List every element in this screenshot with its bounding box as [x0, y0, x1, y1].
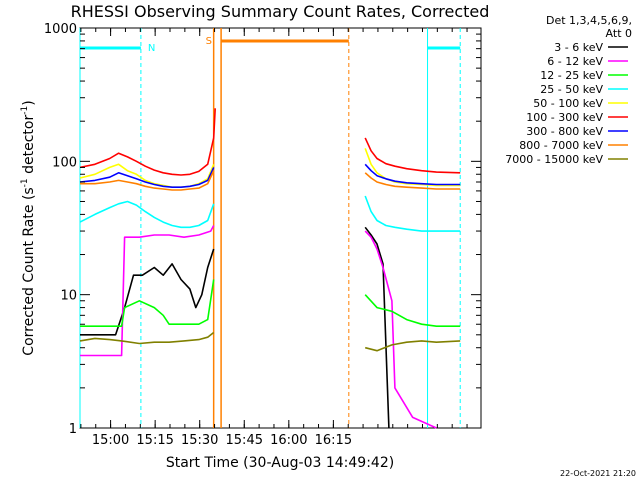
series-1-segment-1 [80, 248, 215, 336]
series-2-segment-2 [364, 230, 437, 429]
legend-header-line-2: Att 0 [606, 27, 632, 40]
y-tick-label-0: 1000 [44, 22, 77, 37]
x-axis-label: Start Time (30-Aug-03 14:49:42) [166, 455, 394, 471]
x-tick-label-3: 15:45 [226, 433, 263, 448]
series-2-segment-1 [80, 225, 215, 357]
series-layer [79, 108, 461, 429]
series-6-segment-2 [364, 137, 461, 174]
legend-label-9: 7000 - 15000 keV [505, 153, 603, 166]
legend-header-line-1: Det 1,3,4,5,6,9, [546, 14, 632, 27]
y-tick-label-1: 100 [52, 155, 77, 170]
x-tick-label-5: 16:15 [315, 433, 352, 448]
series-9-segment-1 [79, 331, 215, 345]
y-axis: 1000 100 10 1 [44, 22, 481, 437]
chart-title: RHESSI Observing Summary Count Rates, Co… [71, 2, 490, 21]
y-axis-label-mid: detector [21, 115, 37, 179]
series-3-segment-2 [364, 294, 461, 328]
series-8-segment-1 [80, 170, 215, 191]
y-axis-label-sup-1: -1 [20, 178, 30, 187]
x-tick-label-0: 15:00 [92, 433, 129, 448]
night-label: N [148, 43, 155, 54]
series-7-segment-1 [79, 167, 215, 188]
y-axis-label: Corrected Count Rate (s-1 detector-1) [20, 100, 37, 355]
legend-label-4: 25 - 50 keV [540, 83, 603, 96]
series-4-segment-2 [364, 195, 461, 232]
saa-label: S [206, 36, 212, 47]
legend-label-3: 12 - 25 keV [540, 69, 603, 82]
series-3-segment-1 [80, 279, 215, 328]
legend-label-1: 3 - 6 keV [554, 41, 603, 54]
legend-label-6: 100 - 300 keV [526, 111, 603, 124]
series-8-segment-2 [364, 172, 461, 190]
y-tick-label-2: 10 [60, 289, 77, 304]
y-axis-label-sup-2: -1 [20, 106, 30, 115]
y-axis-label-main: Corrected Count Rate (s [21, 187, 37, 355]
series-4-segment-1 [79, 200, 215, 229]
legend-label-2: 6 - 12 keV [547, 55, 603, 68]
legend-label-7: 300 - 800 keV [526, 125, 603, 138]
x-axis: 15:00 15:15 15:30 15:45 16:00 16:15 [80, 28, 468, 448]
legend-label-8: 800 - 7000 keV [519, 139, 603, 152]
y-tick-label-3: 1 [69, 422, 77, 437]
series-9-segment-2 [365, 340, 461, 352]
x-tick-label-4: 16:00 [270, 433, 307, 448]
y-axis-label-end: ) [21, 100, 37, 105]
footer-timestamp: 22-Oct-2021 21:20 [560, 469, 636, 478]
x-tick-label-2: 15:30 [181, 433, 218, 448]
x-tick-label-1: 15:15 [136, 433, 173, 448]
series-1-segment-2 [364, 226, 390, 429]
series-7-segment-2 [364, 163, 461, 186]
series-6-segment-1 [79, 108, 216, 176]
legend-label-5: 50 - 100 keV [533, 97, 603, 110]
marker-layer: NS [79, 28, 461, 428]
